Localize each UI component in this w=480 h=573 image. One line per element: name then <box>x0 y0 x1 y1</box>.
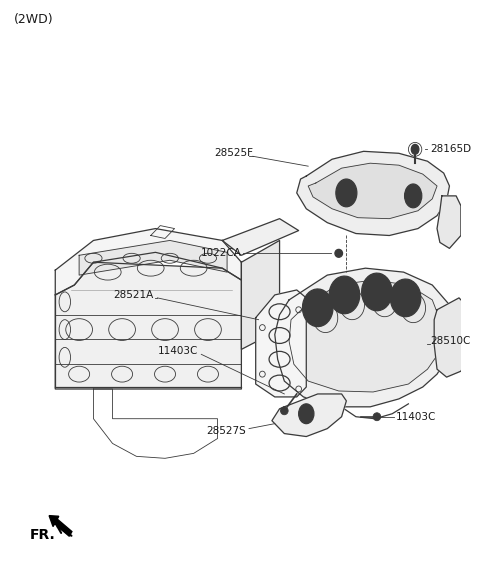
Ellipse shape <box>280 407 288 415</box>
Text: FR.: FR. <box>29 528 55 542</box>
Ellipse shape <box>367 279 386 305</box>
FancyArrow shape <box>49 516 72 536</box>
Text: (2WD): (2WD) <box>14 13 54 26</box>
Text: 28521A: 28521A <box>113 290 154 300</box>
Polygon shape <box>55 262 241 389</box>
Ellipse shape <box>302 289 333 327</box>
Ellipse shape <box>335 249 343 257</box>
Polygon shape <box>272 394 347 437</box>
Polygon shape <box>241 241 279 350</box>
Polygon shape <box>437 196 461 248</box>
Text: 28525F: 28525F <box>214 148 253 158</box>
Text: 28510C: 28510C <box>431 336 471 347</box>
Text: 11403C: 11403C <box>396 412 436 422</box>
Ellipse shape <box>405 184 422 208</box>
Ellipse shape <box>411 144 419 154</box>
Polygon shape <box>434 298 472 377</box>
Ellipse shape <box>308 295 327 321</box>
Text: 28165D: 28165D <box>431 144 471 154</box>
Ellipse shape <box>373 413 381 421</box>
Ellipse shape <box>329 276 360 314</box>
Polygon shape <box>256 290 306 397</box>
Polygon shape <box>297 151 449 236</box>
Text: 11403C: 11403C <box>158 346 198 356</box>
Ellipse shape <box>299 404 314 423</box>
Polygon shape <box>79 241 227 275</box>
Ellipse shape <box>390 279 421 317</box>
Ellipse shape <box>361 273 392 311</box>
Polygon shape <box>289 280 442 392</box>
Polygon shape <box>275 268 453 407</box>
Polygon shape <box>308 163 437 219</box>
Ellipse shape <box>396 285 415 311</box>
Text: 28527S: 28527S <box>206 426 246 435</box>
Text: 1022CA: 1022CA <box>201 248 241 258</box>
Polygon shape <box>55 229 241 295</box>
Ellipse shape <box>336 179 357 207</box>
Polygon shape <box>466 329 480 350</box>
Ellipse shape <box>335 282 354 308</box>
Polygon shape <box>222 219 299 256</box>
